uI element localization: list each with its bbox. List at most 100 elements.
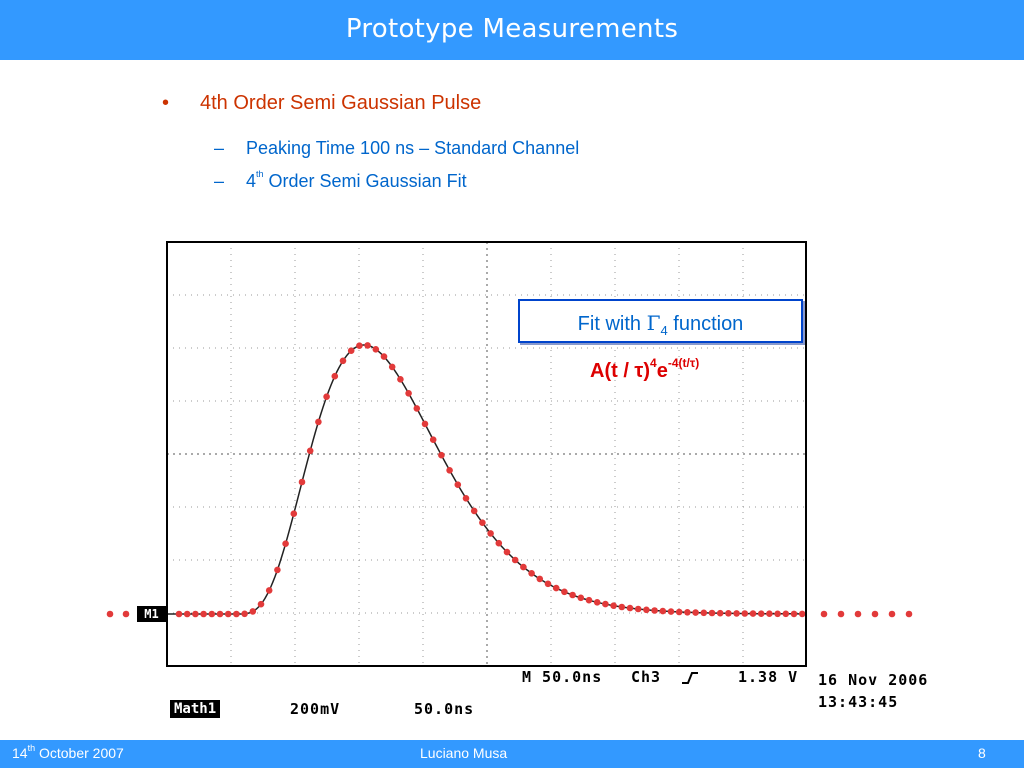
scope-time: 13:43:45 [818, 693, 899, 711]
footer-date: 14th October 2007 [12, 743, 124, 761]
fit-point [790, 610, 798, 618]
fit-point [837, 610, 845, 618]
fit-point [552, 584, 560, 592]
scope-date: 16 Nov 2006 [818, 671, 929, 689]
fit-point [479, 519, 486, 526]
fit-point [749, 610, 757, 617]
math-channel-label: Math1 [170, 700, 221, 718]
fit-point [692, 609, 699, 616]
formula-power: 4 [650, 356, 657, 370]
fit-point [708, 609, 716, 617]
fit-points [175, 342, 806, 618]
fit-point [405, 390, 412, 397]
bullet-main: 4th Order Semi Gaussian Pulse [200, 92, 482, 114]
fit-point [122, 610, 130, 618]
math-volts-per-div: 200mV [290, 700, 341, 718]
fit-point [766, 610, 773, 617]
scope-grid [167, 242, 807, 666]
fit-point [675, 608, 683, 616]
fit-point [413, 405, 421, 412]
fit-point [470, 507, 478, 515]
fit-point [323, 393, 330, 401]
fit-point [274, 566, 281, 574]
slide-header [0, 0, 1024, 60]
sub-bullet-dash: – [214, 138, 225, 158]
fit-point [183, 610, 191, 618]
fit-point [356, 342, 363, 350]
fit-point [511, 556, 519, 564]
fit-point [241, 610, 248, 618]
fit-point [725, 610, 732, 617]
fit-point [331, 372, 339, 380]
bullet-marker: • [162, 92, 170, 114]
fit-point [257, 600, 265, 608]
footer-date-sup: th [27, 743, 36, 753]
footer-page-number: 8 [978, 745, 986, 761]
fit-point [438, 451, 445, 459]
fit-point [602, 600, 609, 608]
fit-point [339, 357, 347, 365]
fit-point [569, 591, 576, 599]
formula-exponential: e [656, 360, 668, 382]
footer-date-rest: October 2007 [35, 745, 124, 761]
fit-point [854, 610, 862, 618]
fit-point [192, 610, 199, 618]
fit-point [684, 609, 691, 616]
fit-point [798, 610, 806, 618]
fit-point [585, 596, 593, 604]
sub-bullet-fit-rest: Order Semi Gaussian Fit [263, 171, 467, 191]
fit-point [380, 353, 388, 360]
fit-point [290, 510, 298, 517]
fit-point [774, 610, 781, 618]
fit-point [782, 610, 790, 618]
fit-point [700, 609, 708, 617]
sub-bullet-fit-sup: th [256, 169, 264, 179]
fit-point [208, 610, 216, 618]
fit-point [421, 420, 429, 428]
fit-point [315, 418, 322, 426]
fit-point [265, 587, 273, 594]
fit-point [446, 467, 453, 474]
fit-point [667, 608, 675, 615]
fit-point [233, 610, 240, 618]
slide-title: Prototype Measurements [345, 14, 679, 44]
rising-edge-icon [682, 672, 698, 684]
footer-date-num: 14 [12, 745, 28, 761]
fit-point [905, 610, 913, 618]
sub-bullet-fit: 4th Order Semi Gaussian Fit [246, 169, 467, 192]
fit-point [298, 478, 306, 486]
fit-point [733, 610, 740, 617]
fit-point [282, 540, 289, 547]
fit-point [536, 575, 544, 583]
fit-point [610, 602, 617, 609]
fit-point [634, 605, 642, 613]
fit-point [651, 607, 658, 614]
fit-point [577, 594, 585, 602]
slide-footer: 14th October 2007 Luciano Musa 8 [0, 740, 1024, 768]
fit-point [388, 363, 396, 371]
fit-point [643, 606, 650, 614]
scope-timebase-readout: M 50.0ns [522, 668, 603, 686]
fit-annotation-box: Fit with Γ4 function [518, 299, 803, 343]
fit-point [495, 539, 503, 547]
measured-trace [167, 344, 807, 615]
scope-trigger-level: 1.38 V [738, 668, 799, 686]
fit-point [544, 580, 552, 588]
scope-frame [166, 241, 807, 667]
fit-point [520, 563, 527, 571]
fit-point [757, 610, 765, 617]
fit-point [871, 610, 879, 618]
fit-prefix: Fit with [577, 313, 647, 335]
fit-point [888, 610, 896, 618]
gamma-symbol: Γ [646, 311, 661, 335]
fit-point [820, 610, 828, 618]
fit-formula: A(t / τ)4e-4(t/τ) [590, 356, 699, 383]
baseline-fit-points [106, 610, 913, 618]
fit-point [626, 604, 634, 612]
fit-point [200, 610, 207, 618]
fit-point [561, 588, 568, 596]
fit-point [659, 607, 667, 615]
fit-point [503, 548, 511, 556]
fit-point [716, 609, 724, 617]
